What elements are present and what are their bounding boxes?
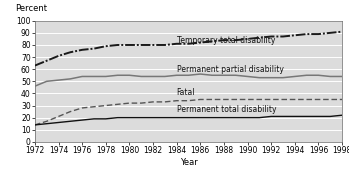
Text: Permanent partial disability: Permanent partial disability <box>177 65 283 74</box>
Text: Percent: Percent <box>15 4 47 13</box>
Text: Temporary total disability: Temporary total disability <box>177 36 275 45</box>
X-axis label: Year: Year <box>180 158 197 167</box>
Text: Fatal: Fatal <box>177 88 195 97</box>
Text: Permanent total disability: Permanent total disability <box>177 105 276 114</box>
